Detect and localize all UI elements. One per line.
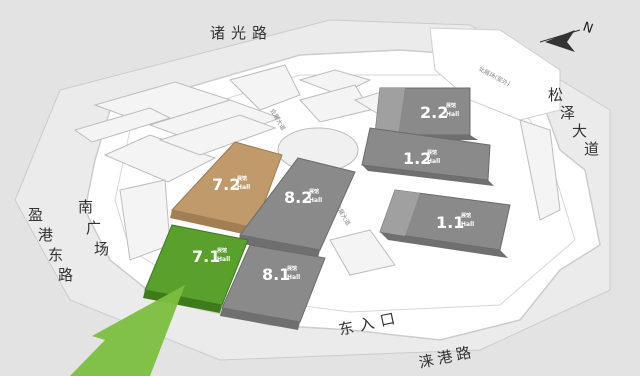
- road-right-label: 松 泽 大 道: [548, 86, 599, 158]
- hall-8-2[interactable]: 8.2 展馆 Hall: [238, 157, 356, 258]
- road-right-char-2: 泽: [560, 104, 575, 122]
- building-n-3: [299, 84, 371, 123]
- hall-7-1-number: 7.1: [192, 247, 220, 266]
- background-buildings: [73, 64, 561, 276]
- hall-8-2-number: 8.2: [284, 188, 312, 207]
- building-s-1: [329, 229, 396, 276]
- road-right-char-1: 松: [548, 86, 563, 104]
- road-top-text: 诸光路: [210, 24, 273, 42]
- compass: N: [539, 20, 595, 52]
- building-w-2: [158, 114, 277, 156]
- hall-2-2-en: Hall: [446, 111, 459, 118]
- hall-8-2-en: Hall: [309, 197, 322, 204]
- plaza-char-1: 南: [78, 198, 93, 216]
- hall-1-1-number: 1.1: [436, 213, 464, 232]
- hall-7-2[interactable]: 7.2 展馆 Hall: [170, 141, 283, 236]
- hall-1-1[interactable]: 1.1 展馆 Hall: [379, 189, 511, 258]
- hall-8-1-en: Hall: [287, 274, 300, 281]
- hall-1-1-cn: 展馆: [460, 212, 471, 219]
- building-w-1: [103, 134, 217, 183]
- hall-1-2[interactable]: 1.2 展馆 Hall: [361, 127, 494, 186]
- hall-7-2-en: Hall: [237, 184, 250, 191]
- building-n-1: [229, 64, 301, 111]
- direction-arrow: [70, 285, 185, 376]
- hall-1-2-cn: 展馆: [426, 149, 437, 156]
- plaza-char-3: 场: [94, 240, 109, 258]
- compass-arrow-icon: [545, 30, 575, 52]
- hall-7-1[interactable]: 7.1 展馆 Hall: [143, 224, 249, 313]
- building-e-1: [519, 119, 561, 221]
- hall-2-2-cn: 展馆: [445, 102, 456, 109]
- road-right-char-4: 道: [584, 140, 599, 158]
- hall-7-2-cn: 展馆: [236, 175, 247, 182]
- road-left-char-2: 港: [38, 226, 53, 244]
- road-left-char-4: 路: [58, 266, 73, 284]
- hall-2-2-number: 2.2: [420, 103, 448, 122]
- hall-7-2-number: 7.2: [212, 175, 240, 194]
- south-plaza-label: 南 广 场: [78, 198, 109, 258]
- north-outdoor-area: [429, 27, 561, 121]
- hall-1-2-number: 1.2: [403, 149, 431, 168]
- plaza-char-2: 广: [86, 219, 101, 237]
- building-nw-2: [73, 107, 172, 143]
- hall-7-1-en: Hall: [217, 256, 230, 263]
- hall-8-1-number: 8.1: [262, 265, 290, 284]
- hall-1-1-en: Hall: [461, 221, 474, 228]
- road-top-label: 诸光路: [210, 24, 273, 42]
- road-left-char-3: 东: [48, 246, 63, 264]
- road-left-label: 盈 港 东 路: [28, 206, 73, 284]
- hall-7-1-cn: 展馆: [216, 247, 227, 254]
- compass-north-label: N: [581, 20, 595, 37]
- hall-8-1-cn: 展馆: [286, 265, 297, 272]
- road-right-char-3: 大: [572, 122, 587, 140]
- road-left-char-1: 盈: [28, 206, 43, 224]
- hall-8-1[interactable]: 8.1 展馆 Hall: [220, 244, 326, 330]
- hall-1-2-en: Hall: [427, 158, 440, 165]
- hall-8-2-cn: 展馆: [308, 188, 319, 195]
